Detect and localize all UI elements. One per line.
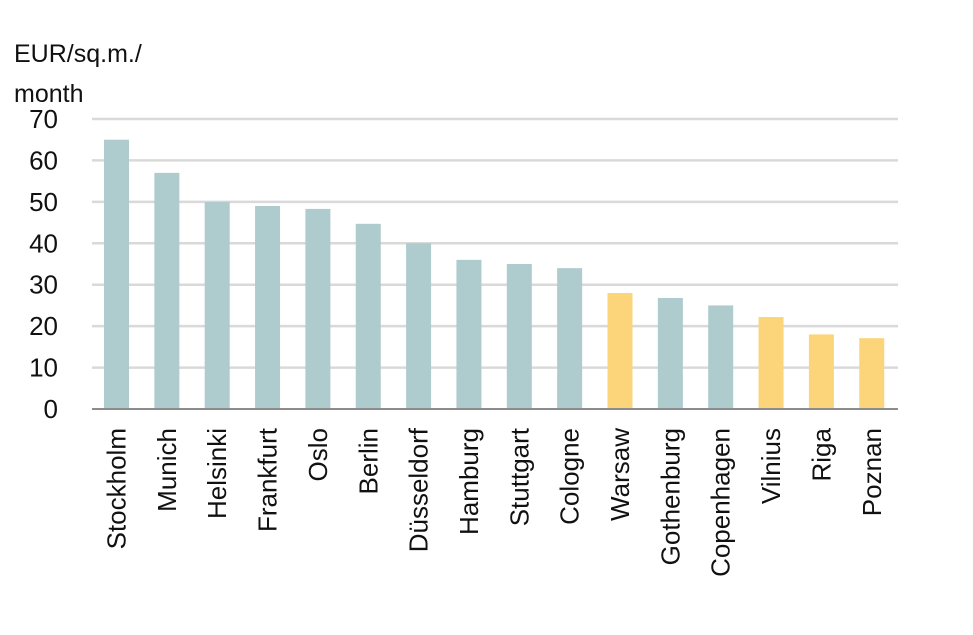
- bar-munich: [154, 172, 180, 409]
- x-tick-label-stuttgart: Stuttgart: [504, 427, 534, 526]
- bar-cologne: [557, 268, 583, 409]
- y-tick-label-60: 60: [29, 145, 58, 175]
- y-tick-label-40: 40: [29, 228, 58, 258]
- bar-vilnius: [758, 317, 784, 409]
- bar-stockholm: [104, 139, 129, 409]
- x-tick-label-d-sseldorf: Düsseldorf: [404, 427, 434, 552]
- y-tick-label-20: 20: [29, 311, 58, 341]
- x-tick-label-frankfurt: Frankfurt: [253, 427, 283, 532]
- x-tick-label-munich: Munich: [152, 428, 182, 512]
- x-tick-label-vilnius: Vilnius: [756, 428, 786, 504]
- x-tick-label-gothenburg: Gothenburg: [655, 428, 685, 565]
- x-tick-label-copenhagen: Copenhagen: [706, 428, 736, 577]
- bar-frankfurt: [255, 206, 281, 409]
- bar-oslo: [305, 208, 331, 409]
- x-tick-label-warsaw: Warsaw: [605, 428, 635, 521]
- y-tick-label-30: 30: [29, 270, 58, 300]
- y-tick-label-70: 70: [29, 104, 58, 134]
- bars: [104, 139, 885, 409]
- bar-d-sseldorf: [406, 243, 432, 409]
- bar-gothenburg: [657, 297, 683, 409]
- y-tick-label-10: 10: [29, 353, 58, 383]
- bar-hamburg: [456, 259, 482, 409]
- y-tick-labels: 0 10 20 30 40 50 60 70: [29, 104, 58, 424]
- x-tick-label-hamburg: Hamburg: [454, 428, 484, 535]
- x-tick-label-riga: Riga: [806, 427, 836, 481]
- y-axis-unit-label: EUR/sq.m./ month: [14, 40, 142, 108]
- bar-riga: [808, 334, 834, 409]
- x-tick-labels: Stockholm Munich Helsinki Frankfurt Oslo Berl…: [102, 427, 887, 577]
- bar-helsinki: [204, 201, 230, 409]
- x-tick-label-helsinki: Helsinki: [202, 428, 232, 519]
- x-tick-label-poznan: Poznan: [857, 428, 887, 516]
- x-tick-label-stockholm: Stockholm: [102, 428, 132, 549]
- bar-poznan: [859, 338, 885, 409]
- x-tick-label-cologne: Cologne: [555, 428, 585, 525]
- bar-berlin: [355, 223, 381, 409]
- bar-stuttgart: [506, 264, 532, 409]
- y-tick-label-50: 50: [29, 187, 58, 217]
- x-tick-label-oslo: Oslo: [303, 428, 333, 481]
- y-tick-label-0: 0: [44, 394, 58, 424]
- bar-copenhagen: [708, 305, 734, 409]
- x-tick-label-berlin: Berlin: [353, 428, 383, 494]
- bar-warsaw: [607, 293, 633, 409]
